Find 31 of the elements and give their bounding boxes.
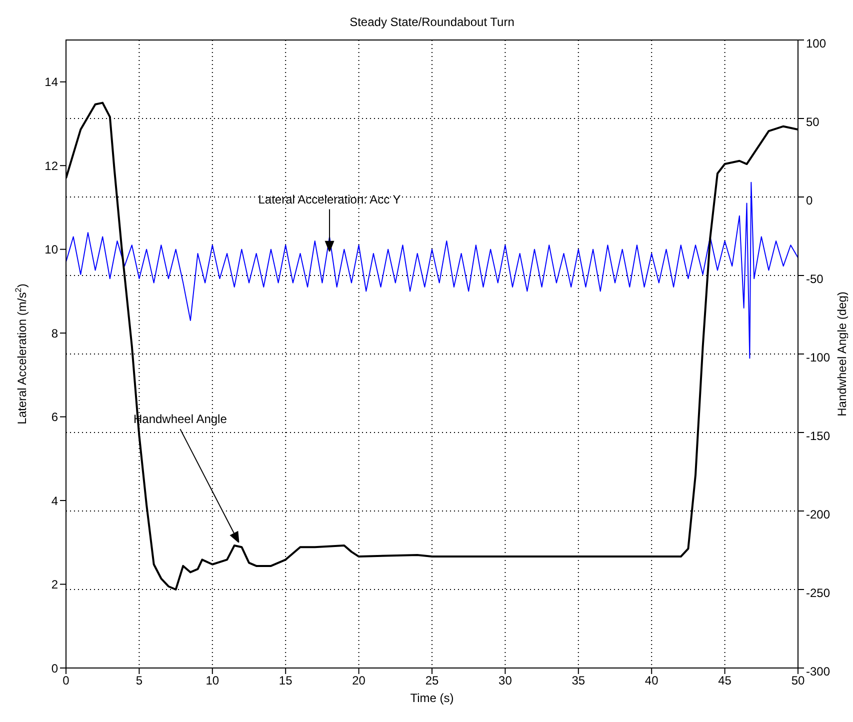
y2-tick-label: 50 <box>806 114 820 129</box>
y2-tick-label: -150 <box>806 428 830 443</box>
x-tick-label: 25 <box>425 674 439 688</box>
x-tick-label: 30 <box>498 674 512 688</box>
y-tick-label: 12 <box>44 158 58 173</box>
chart-title: Steady State/Roundabout Turn <box>350 15 514 29</box>
y-tick-label: 4 <box>51 494 58 508</box>
x-tick-label: 35 <box>572 674 586 688</box>
y2-tick-label: 100 <box>806 36 826 50</box>
y-tick-label: 14 <box>44 75 58 90</box>
y2-tick-label: 0 <box>806 193 813 208</box>
y2-tick-label: -100 <box>806 350 830 364</box>
x-tick-label: 45 <box>718 674 732 688</box>
x-tick-label: 5 <box>136 674 143 688</box>
y2-tick-label: -300 <box>806 664 830 678</box>
y-tick-label: 0 <box>51 661 58 676</box>
x-tick-label: 15 <box>278 674 293 688</box>
y2-tick-label: -250 <box>806 586 830 600</box>
y-tick-label: 2 <box>51 578 58 592</box>
y-tick-label: 8 <box>51 326 58 340</box>
line-series <box>66 182 798 359</box>
x-axis-title: Time (s) <box>410 691 454 705</box>
x-tick-label: 10 <box>206 674 220 688</box>
x-tick-label: 40 <box>644 674 659 688</box>
y2-tick-label: -200 <box>806 507 830 522</box>
x-tick-label: 50 <box>791 674 805 688</box>
x-tick-label: 0 <box>62 674 70 688</box>
y2-tick-label: -50 <box>806 272 824 286</box>
y-tick-label: 6 <box>51 410 58 424</box>
x-tick-label: 20 <box>352 674 366 688</box>
y-tick-label: 10 <box>44 242 58 257</box>
